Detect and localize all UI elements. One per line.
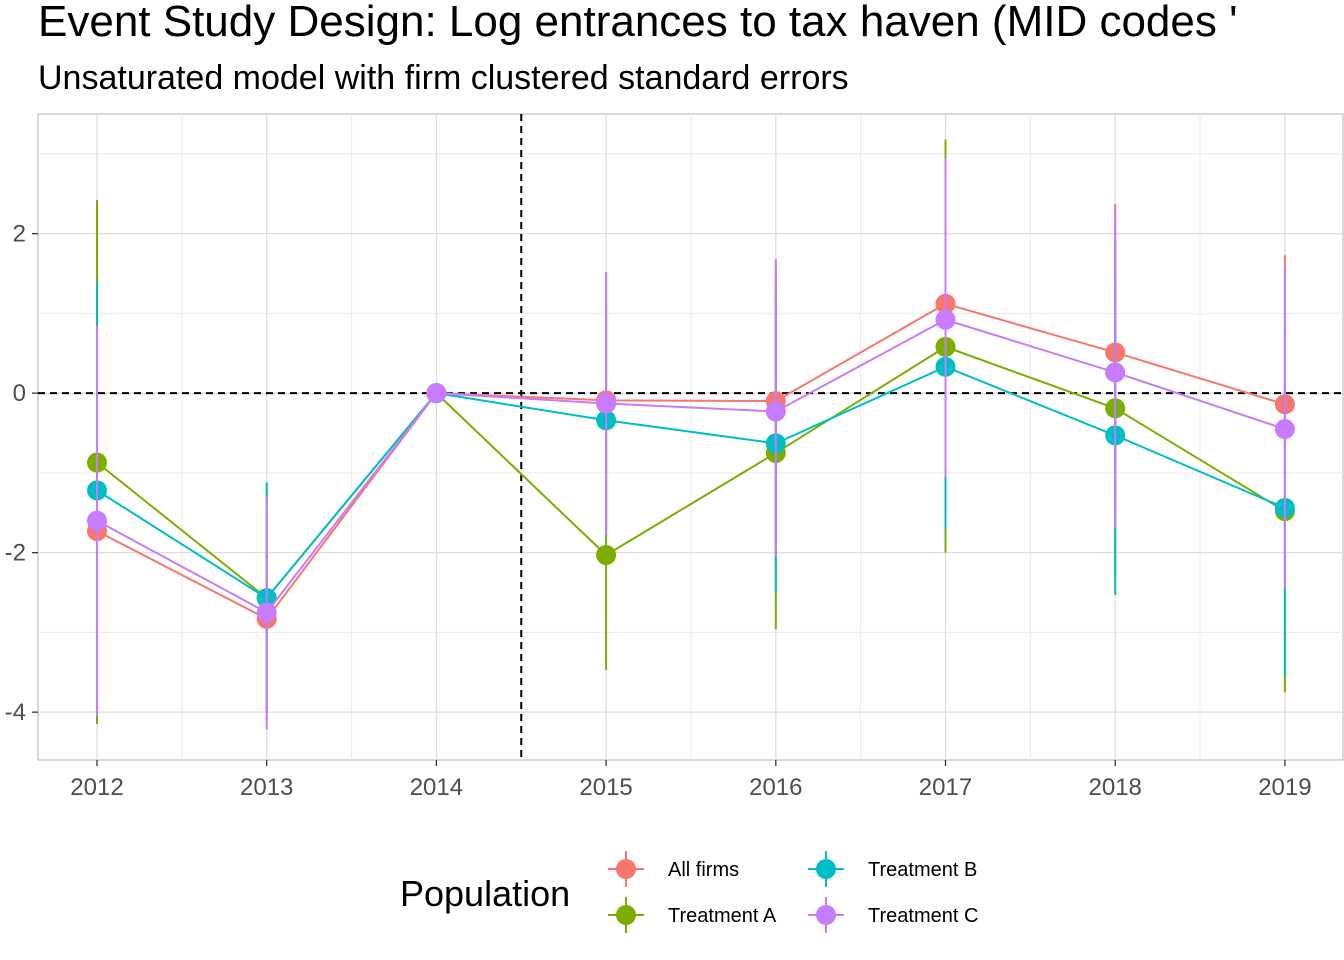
data-point xyxy=(765,401,786,422)
legend-key-point xyxy=(616,905,636,925)
legend-item-all-firms: All firms xyxy=(608,851,739,887)
series-treatment-c xyxy=(87,157,1295,730)
legend-key-point xyxy=(616,859,636,879)
legend-label: Treatment C xyxy=(868,905,978,927)
y-axis: -4 -2 0 2 xyxy=(5,221,38,726)
series-line xyxy=(96,318,1286,614)
data-point xyxy=(87,510,107,531)
data-point xyxy=(596,393,617,414)
legend-item-treatment-b: Treatment B xyxy=(808,851,977,887)
plot-series xyxy=(87,139,1295,730)
chart-subtitle: Unsaturated model with firm clustered st… xyxy=(38,59,849,97)
data-point xyxy=(426,383,447,404)
series-line xyxy=(96,365,1286,600)
legend-label: All firms xyxy=(668,859,739,881)
legend-label: Treatment B xyxy=(868,859,977,881)
data-point xyxy=(1105,362,1126,383)
x-axis: 2012 2013 2014 2015 2016 2017 2018 2019 xyxy=(70,760,1312,801)
legend-title: Population xyxy=(400,873,570,914)
y-tick-label: 0 xyxy=(13,380,26,407)
legend-label: Treatment A xyxy=(668,905,777,927)
data-point xyxy=(596,545,617,566)
y-tick-label: -4 xyxy=(5,699,26,726)
legend-key-point xyxy=(816,859,836,879)
x-tick-label: 2013 xyxy=(240,774,293,801)
reference-lines xyxy=(38,114,1343,760)
y-tick-label: -2 xyxy=(5,540,26,567)
legend-item-treatment-c: Treatment C xyxy=(808,897,978,933)
plot-grid xyxy=(37,113,1344,761)
x-tick-label: 2017 xyxy=(919,774,972,801)
x-tick-label: 2014 xyxy=(410,774,463,801)
x-tick-label: 2015 xyxy=(579,774,632,801)
series-line xyxy=(96,302,1286,621)
x-tick-label: 2018 xyxy=(1089,774,1142,801)
data-point xyxy=(935,309,956,330)
x-tick-label: 2012 xyxy=(70,774,123,801)
data-point xyxy=(1274,419,1295,440)
x-tick-label: 2019 xyxy=(1258,774,1311,801)
legend-items: All firms Treatment A Treatment B Treatment… xyxy=(608,851,978,933)
x-tick-label: 2016 xyxy=(749,774,802,801)
data-point xyxy=(256,602,277,623)
legend-item-treatment-a: Treatment A xyxy=(608,897,777,933)
legend: Population All firms Treatment A Treatment… xyxy=(400,851,978,933)
y-tick-label: 2 xyxy=(13,221,26,248)
chart-title: Event Study Design: Log entrances to tax… xyxy=(38,0,1238,46)
legend-key-point xyxy=(816,905,836,925)
